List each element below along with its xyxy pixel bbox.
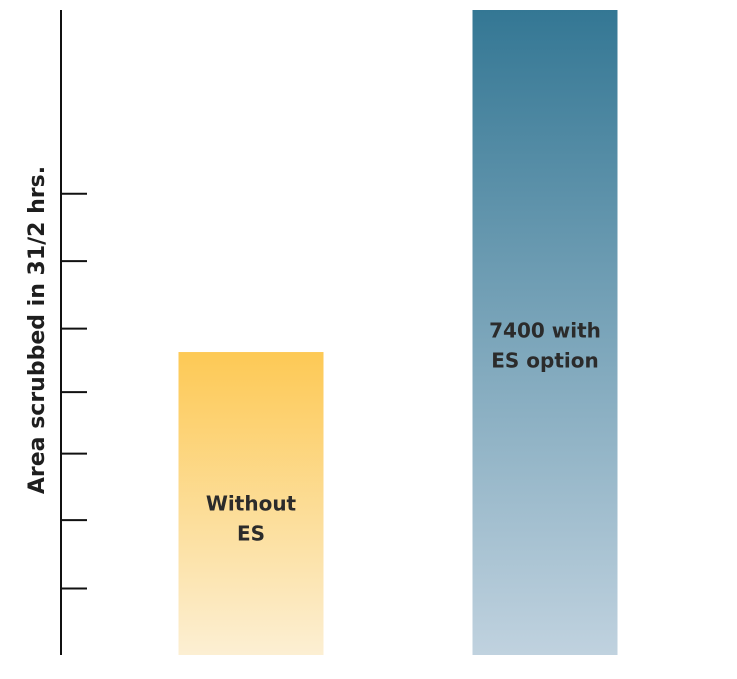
- bars-layer: [178, 10, 618, 655]
- bar-label-0-line-1: ES: [237, 522, 265, 546]
- bar-1: [472, 10, 618, 655]
- y-axis-label: Area scrubbed in 31/2 hrs.: [25, 166, 50, 494]
- bar-label-0: Without ES: [206, 492, 297, 546]
- y-axis: [60, 10, 87, 655]
- bar-label-1: 7400 with ES option: [489, 318, 601, 372]
- labels-layer: Without ES 7400 with ES option: [206, 318, 601, 545]
- bar-label-1-line-1: ES option: [491, 348, 598, 372]
- bar-label-0-line-0: Without: [206, 492, 297, 516]
- bar-label-1-line-0: 7400 with: [489, 318, 601, 342]
- bar-0: [178, 352, 324, 655]
